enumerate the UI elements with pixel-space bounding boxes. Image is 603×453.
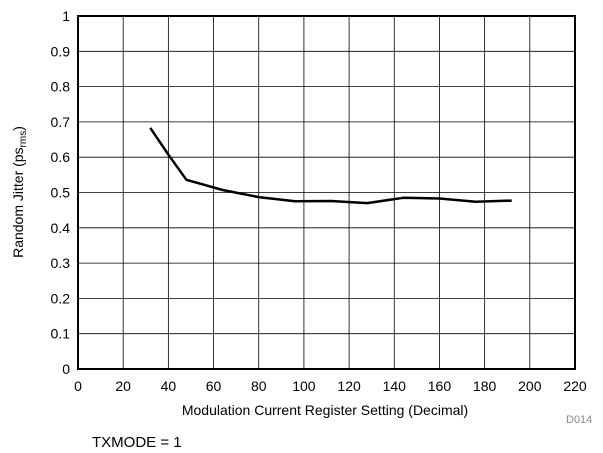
- y-tick-label: 0.3: [51, 255, 71, 271]
- y-tick-label: 0: [62, 361, 70, 377]
- x-tick-label: 200: [518, 378, 542, 394]
- y-tick-label: 0.7: [51, 114, 71, 130]
- y-tick-label: 0.4: [51, 220, 71, 236]
- y-tick-label: 0.9: [51, 43, 71, 59]
- horizontal-gridlines: [78, 15, 575, 370]
- x-tick-label: 160: [428, 378, 452, 394]
- x-tick-label: 140: [383, 378, 407, 394]
- x-tick-label: 120: [337, 378, 361, 394]
- x-tick-label: 40: [161, 378, 177, 394]
- y-axis-title: Random Jitter (psrms): [10, 126, 29, 258]
- x-axis-title: Modulation Current Register Setting (Dec…: [182, 402, 468, 418]
- txmode-note: TXMODE = 1: [92, 434, 182, 451]
- x-tick-label: 60: [206, 378, 222, 394]
- y-tick-label: 0.6: [51, 149, 71, 165]
- x-tick-label: 80: [251, 378, 267, 394]
- x-tick-label: 180: [473, 378, 497, 394]
- y-tick-label: 0.1: [51, 326, 71, 342]
- x-tick-label: 20: [115, 378, 131, 394]
- x-tick-labels: 0 20 40 60 80 100 120 140 160 180 200 220: [74, 378, 587, 394]
- x-tick-label: 100: [292, 378, 316, 394]
- series-layer: [149, 127, 512, 205]
- y-tick-label: 0.8: [51, 79, 71, 95]
- y-axis-title-subscript: rms: [18, 131, 29, 148]
- y-axis-title-close: ): [10, 126, 26, 131]
- y-tick-label: 1: [62, 8, 70, 24]
- figure-tag: D014: [566, 414, 592, 426]
- y-axis-title-main: Random Jitter (ps: [10, 147, 26, 257]
- y-tick-label: 0.5: [51, 185, 71, 201]
- y-tick-labels: 0 0.1 0.2 0.3 0.4 0.5 0.6 0.7 0.8 0.9 1: [51, 8, 71, 377]
- x-tick-label: 0: [74, 378, 82, 394]
- y-tick-label: 0.2: [51, 290, 71, 306]
- series-line-0: [149, 127, 512, 205]
- plot-frame: [77, 15, 576, 370]
- x-tick-label: 220: [563, 378, 587, 394]
